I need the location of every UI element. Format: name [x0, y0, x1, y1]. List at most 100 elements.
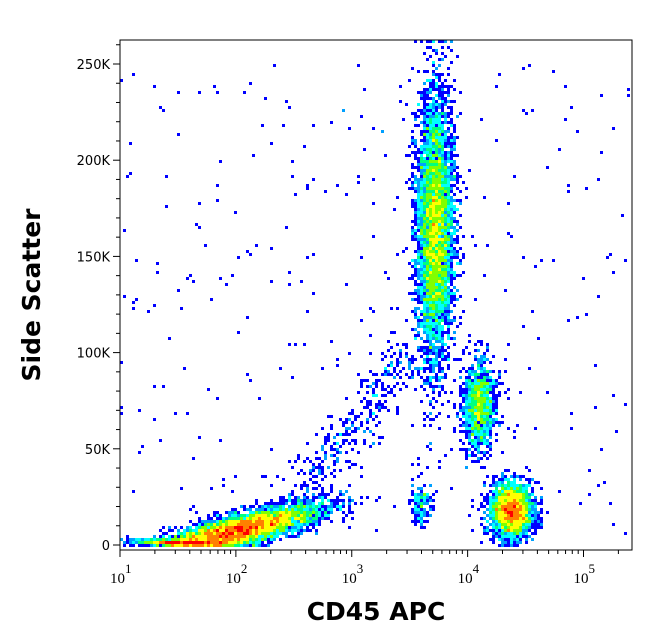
- density-cell: [240, 523, 243, 526]
- density-cell: [432, 370, 435, 373]
- density-cell: [507, 496, 510, 499]
- density-cell: [438, 313, 441, 316]
- density-cell: [219, 514, 222, 517]
- density-cell: [471, 397, 474, 400]
- density-cell: [465, 421, 468, 424]
- density-cell: [210, 520, 213, 523]
- density-cell: [534, 505, 537, 508]
- density-cell: [435, 112, 438, 115]
- density-cell: [324, 451, 327, 454]
- density-cell: [291, 529, 294, 532]
- density-cell: [429, 241, 432, 244]
- density-cell: [423, 367, 426, 370]
- density-cell: [429, 499, 432, 502]
- density-cell: [324, 493, 327, 496]
- density-cell: [597, 295, 600, 298]
- density-cell: [537, 523, 540, 526]
- density-cell: [207, 532, 210, 535]
- density-cell: [282, 532, 285, 535]
- density-cell: [429, 235, 432, 238]
- density-cell: [354, 415, 357, 418]
- density-cell: [438, 163, 441, 166]
- density-cell: [444, 97, 447, 100]
- density-cell: [126, 535, 129, 538]
- density-cell: [420, 208, 423, 211]
- density-cell: [426, 301, 429, 304]
- density-cell: [321, 427, 324, 430]
- density-cell: [474, 400, 477, 403]
- density-cell: [372, 373, 375, 376]
- density-cell: [420, 376, 423, 379]
- density-cell: [486, 409, 489, 412]
- density-cell: [420, 112, 423, 115]
- density-cell: [270, 532, 273, 535]
- density-cell: [249, 535, 252, 538]
- density-cell: [522, 109, 525, 112]
- density-cell: [429, 187, 432, 190]
- density-cell: [528, 367, 531, 370]
- density-cell: [336, 499, 339, 502]
- density-cell: [426, 109, 429, 112]
- density-cell: [483, 358, 486, 361]
- density-cell: [234, 211, 237, 214]
- density-cell: [450, 277, 453, 280]
- density-cell: [510, 529, 513, 532]
- density-cell: [423, 115, 426, 118]
- density-cell: [423, 526, 426, 529]
- density-cell: [447, 220, 450, 223]
- density-cell: [450, 187, 453, 190]
- density-cell: [489, 427, 492, 430]
- density-cell: [423, 94, 426, 97]
- density-cell: [441, 163, 444, 166]
- density-cell: [153, 304, 156, 307]
- density-cell: [483, 403, 486, 406]
- density-cell: [486, 421, 489, 424]
- density-cell: [192, 529, 195, 532]
- density-cell: [387, 349, 390, 352]
- density-cell: [444, 100, 447, 103]
- density-cell: [600, 94, 603, 97]
- density-cell: [504, 505, 507, 508]
- density-cell: [507, 493, 510, 496]
- density-cell: [423, 97, 426, 100]
- density-cell: [486, 385, 489, 388]
- density-cell: [177, 538, 180, 541]
- density-cell: [465, 403, 468, 406]
- density-cell: [525, 493, 528, 496]
- density-cell: [480, 409, 483, 412]
- density-cell: [288, 523, 291, 526]
- density-cell: [414, 316, 417, 319]
- density-cell: [408, 364, 411, 367]
- density-cell: [441, 232, 444, 235]
- density-cell: [429, 442, 432, 445]
- density-cell: [411, 202, 414, 205]
- y-tick-label: 150K: [77, 250, 111, 265]
- density-cell: [285, 226, 288, 229]
- density-cell: [309, 508, 312, 511]
- density-cell: [246, 535, 249, 538]
- density-cell: [474, 460, 477, 463]
- density-cell: [429, 424, 432, 427]
- density-cell: [459, 406, 462, 409]
- density-cell: [489, 436, 492, 439]
- density-cell: [432, 175, 435, 178]
- density-cell: [243, 508, 246, 511]
- density-cell: [441, 103, 444, 106]
- density-cell: [258, 532, 261, 535]
- density-cell: [471, 430, 474, 433]
- density-cell: [237, 511, 240, 514]
- density-cell: [207, 526, 210, 529]
- density-cell: [441, 136, 444, 139]
- density-cell: [432, 337, 435, 340]
- density-cell: [297, 496, 300, 499]
- density-cell: [327, 508, 330, 511]
- density-cell: [420, 502, 423, 505]
- density-cell: [438, 247, 441, 250]
- density-cell: [501, 421, 504, 424]
- density-cell: [192, 457, 195, 460]
- density-cell: [429, 118, 432, 121]
- density-cell: [165, 541, 168, 544]
- density-cell: [435, 223, 438, 226]
- density-cell: [429, 280, 432, 283]
- density-cell: [264, 475, 267, 478]
